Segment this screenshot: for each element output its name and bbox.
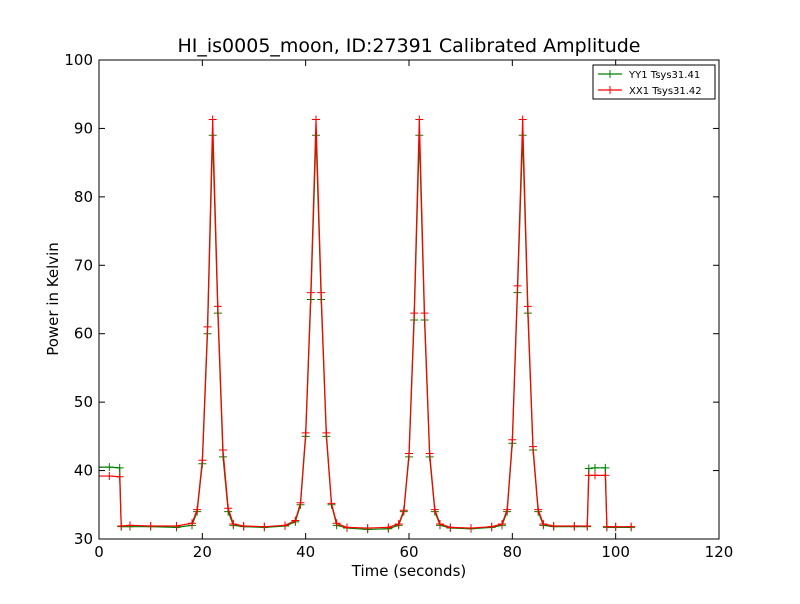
data-point xyxy=(239,521,248,530)
data-point xyxy=(436,519,444,528)
legend-entry: XX1 Tsys31.42 xyxy=(598,86,702,97)
data-point xyxy=(343,523,351,532)
legend-label: XX1 Tsys31.42 xyxy=(629,86,702,97)
legend-box xyxy=(592,64,716,100)
y-tick-label: 30 xyxy=(74,530,93,548)
y-tick-label: 50 xyxy=(74,393,93,411)
y-tick-label: 80 xyxy=(74,188,93,206)
data-point xyxy=(394,519,403,528)
data-point xyxy=(291,516,300,525)
data-point xyxy=(224,504,233,513)
data-point xyxy=(591,471,599,480)
data-point xyxy=(99,472,103,481)
y-tick-label: 70 xyxy=(74,256,93,274)
data-point xyxy=(539,519,548,528)
data-point xyxy=(260,522,269,531)
legend-marker xyxy=(606,86,614,94)
data-point xyxy=(601,471,610,480)
data-point xyxy=(549,521,558,530)
y-tick-label: 90 xyxy=(74,119,93,137)
data-point xyxy=(584,464,593,473)
data-point xyxy=(410,309,419,318)
data-point xyxy=(193,505,202,514)
data-point xyxy=(591,463,599,472)
x-tick-label: 0 xyxy=(94,543,104,561)
data-point xyxy=(208,115,217,124)
data-point xyxy=(467,524,475,533)
legend: YY1 Tsys31.41 XX1 Tsys31.42 xyxy=(592,64,716,100)
data-point xyxy=(317,288,326,297)
data-point xyxy=(405,449,413,458)
y-tick-label: 60 xyxy=(74,325,93,343)
data-point xyxy=(327,499,336,508)
data-point xyxy=(570,521,579,530)
data-point xyxy=(117,521,126,530)
x-axis-label: Time (seconds) xyxy=(351,562,467,580)
y-tick-label: 100 xyxy=(64,51,93,69)
data-point xyxy=(105,472,114,481)
data-point xyxy=(332,519,341,528)
plot-area: 0 20 40 60 80 100 120 30 40 50 60 70 80 90 100 xyxy=(64,51,733,561)
data-point xyxy=(523,302,532,311)
data-point xyxy=(229,519,238,528)
data-point xyxy=(627,522,636,531)
x-tick-label: 80 xyxy=(503,543,522,561)
y-axis-label: Power in Kelvin xyxy=(44,242,62,356)
data-point xyxy=(115,463,124,472)
data-point xyxy=(306,288,315,297)
data-point xyxy=(498,519,506,528)
data-point xyxy=(172,521,181,530)
data-point xyxy=(301,428,310,437)
data-point xyxy=(281,521,289,530)
data-point xyxy=(399,506,408,515)
data-point xyxy=(115,472,124,481)
data-point xyxy=(384,523,393,532)
data-point xyxy=(487,522,496,531)
data-point xyxy=(105,463,114,472)
data-point xyxy=(503,505,512,514)
series-1 xyxy=(99,115,636,533)
data-point xyxy=(219,446,227,455)
data-point xyxy=(126,521,134,530)
legend-marker xyxy=(606,70,614,78)
data-point xyxy=(146,521,155,530)
data-point xyxy=(611,522,620,531)
x-tick-label: 40 xyxy=(296,543,315,561)
data-point xyxy=(420,309,429,318)
data-point xyxy=(188,519,196,528)
data-point xyxy=(415,115,424,124)
data-point xyxy=(518,115,527,124)
data-point xyxy=(322,428,331,437)
data-point xyxy=(583,521,592,530)
data-point xyxy=(198,456,207,465)
data-point xyxy=(296,498,305,507)
data-point xyxy=(430,505,439,514)
chart-title: HI_is0005_moon, ID:27391 Calibrated Ampl… xyxy=(177,35,640,57)
data-point xyxy=(213,302,222,311)
x-tick-label: 100 xyxy=(601,543,630,561)
data-point xyxy=(425,449,434,458)
data-point xyxy=(203,322,212,331)
x-tick-label: 60 xyxy=(399,543,418,561)
data-point xyxy=(602,522,611,531)
data-point xyxy=(513,281,522,290)
data-point xyxy=(508,435,517,444)
data-point xyxy=(601,463,610,472)
x-tick-label: 20 xyxy=(193,543,212,561)
data-point xyxy=(534,505,543,514)
data-point xyxy=(529,442,537,451)
data-point xyxy=(312,115,320,124)
x-tick-label: 120 xyxy=(705,543,734,561)
legend-entry: YY1 Tsys31.41 xyxy=(598,70,700,81)
data-point xyxy=(446,523,455,532)
data-point xyxy=(363,524,372,533)
y-tick-label: 40 xyxy=(74,462,93,480)
legend-label: YY1 Tsys31.41 xyxy=(628,70,700,81)
data-point xyxy=(99,463,103,472)
